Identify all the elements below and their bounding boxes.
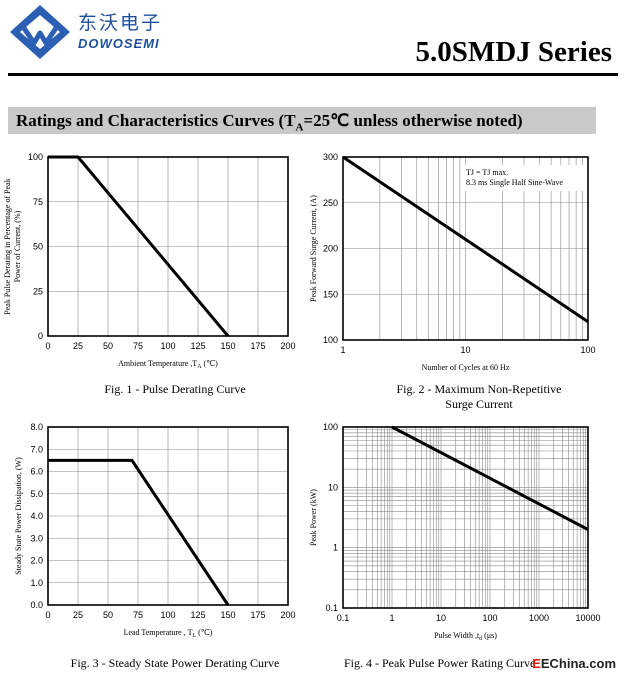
fig3-x-axis-label: Lead Temperature , TL (℃) — [124, 628, 213, 639]
fig4-y-tick-label: 100 — [323, 422, 338, 432]
fig2-x-axis-label: Number of Cycles at 60 Hz — [422, 363, 510, 372]
fig3-y-tick-label: 7.0 — [30, 444, 43, 454]
fig4-y-axis-label: Peak Power (kW) — [309, 489, 318, 546]
fig3-x-tick-label: 125 — [190, 610, 205, 620]
fig3-x-tick-label: 75 — [133, 610, 143, 620]
fig1-caption: Fig. 1 - Pulse Derating Curve — [104, 382, 246, 396]
fig3-y-tick-label: 5.0 — [30, 489, 43, 499]
fig3-y-tick-label: 6.0 — [30, 467, 43, 477]
fig1-x-tick-label: 0 — [45, 341, 50, 351]
fig2-y-axis-label: Peak Forward Surge Current, (A) — [309, 195, 318, 302]
watermark: EEChina.com — [532, 656, 616, 671]
fig1-series-line — [48, 155, 230, 337]
fig3-y-tick-label: 4.0 — [30, 511, 43, 521]
fig1-y-tick-label: 100 — [28, 152, 43, 162]
fig4-x-tick-label: 1 — [389, 613, 394, 623]
fig1-y-tick-label: 0 — [38, 331, 43, 341]
fig1-x-tick-label: 200 — [280, 341, 295, 351]
fig3-x-tick-label: 175 — [250, 610, 265, 620]
fig2-annotation-text: 8.3 ms Single Half Sine-Wave — [466, 178, 563, 187]
fig4-series-line — [391, 425, 589, 531]
fig1-x-tick-label: 25 — [73, 341, 83, 351]
series-title: 5.0SMDJ Series — [415, 36, 612, 68]
fig3-x-tick-label: 100 — [160, 610, 175, 620]
fig4-y-tick-label: 10 — [328, 482, 338, 492]
fig2-x-tick-label: 1 — [340, 345, 345, 355]
fig2-x-tick-label: 10 — [460, 345, 470, 355]
fig2-annotation-text: TJ = TJ max. — [466, 168, 508, 177]
fig4-frame — [342, 426, 589, 609]
page-header: 东沃电子 DOWOSEMI 5.0SMDJ Series — [0, 0, 624, 78]
fig3-y-axis-label: Steady State Power Dissipation, (W) — [14, 457, 23, 575]
fig3-series-line — [48, 458, 230, 606]
fig1-x-tick-label: 150 — [220, 341, 235, 351]
fig3-x-tick-label: 200 — [280, 610, 295, 620]
fig2-y-tick-label: 200 — [323, 244, 338, 254]
fig3-x-tick-label: 150 — [220, 610, 235, 620]
fig2-caption-line1: Fig. 2 - Maximum Non-Repetitive — [396, 382, 562, 396]
fig1-y-tick-label: 75 — [33, 197, 43, 207]
fig1-x-tick-label: 125 — [190, 341, 205, 351]
fig1-x-tick-label: 75 — [133, 341, 143, 351]
fig2-caption-line2: Surge Current — [445, 397, 513, 411]
fig1-y-axis-label: Peak Pulse Derating in Percentage of Pea… — [3, 178, 12, 314]
fig4-x-tick-label: 0.1 — [337, 613, 350, 623]
brand-name-en: DOWOSEMI — [78, 36, 160, 51]
fig1-x-tick-label: 175 — [250, 341, 265, 351]
fig1-y-tick-label: 25 — [33, 286, 43, 296]
fig3-x-tick-label: 0 — [45, 610, 50, 620]
fig3-y-tick-label: 2.0 — [30, 556, 43, 566]
fig4-y-tick-label: 0.1 — [325, 603, 338, 613]
fig2-y-tick-label: 250 — [323, 198, 338, 208]
fig4-y-tick-label: 1 — [333, 543, 338, 553]
fig4-x-tick-label: 10 — [436, 613, 446, 623]
fig1-x-tick-label: 100 — [160, 341, 175, 351]
fig1-y-tick-label: 50 — [33, 242, 43, 252]
fig2-y-tick-label: 150 — [323, 289, 338, 299]
dowosemi-logo-icon — [10, 5, 70, 59]
fig3-x-tick-label: 25 — [73, 610, 83, 620]
fig1-y-axis-label: Power of Current, (%) — [13, 210, 22, 282]
section-bar: Ratings and Characteristics Curves (TA=2… — [8, 107, 596, 134]
fig3-x-tick-label: 50 — [103, 610, 113, 620]
fig1-x-tick-label: 50 — [103, 341, 113, 351]
fig3-y-tick-label: 8.0 — [30, 422, 43, 432]
fig2-x-tick-label: 100 — [580, 345, 595, 355]
fig3-y-tick-label: 3.0 — [30, 533, 43, 543]
fig2-y-tick-label: 300 — [323, 152, 338, 162]
fig3-y-tick-label: 0.0 — [30, 600, 43, 610]
fig2-annotation-bg — [463, 165, 583, 191]
fig3-frame — [47, 426, 289, 606]
fig4-x-tick-label: 1000 — [529, 613, 549, 623]
fig1-frame — [47, 156, 289, 337]
fig4-x-tick-label: 10000 — [575, 613, 600, 623]
fig1-x-axis-label: Ambient Temperature ,TA (℃) — [118, 359, 218, 370]
section-title: Ratings and Characteristics Curves (TA=2… — [16, 111, 523, 134]
fig2-frame — [342, 156, 589, 341]
brand-name-cn: 东沃电子 — [78, 12, 163, 34]
fig3-caption: Fig. 3 - Steady State Power Derating Cur… — [70, 656, 280, 670]
fig4-caption: Fig. 4 - Peak Pulse Power Rating Curve — [344, 656, 536, 670]
header-rule — [8, 73, 618, 76]
fig2-series-line — [342, 155, 589, 323]
fig2-caption: Fig. 2 - Maximum Non-Repetitive Surge Cur… — [344, 382, 614, 412]
fig4-x-axis-label: Pulse Width ,td (μs) — [434, 631, 497, 642]
fig2-y-tick-label: 100 — [323, 335, 338, 345]
fig3-y-tick-label: 1.0 — [30, 578, 43, 588]
fig4-x-tick-label: 100 — [482, 613, 497, 623]
